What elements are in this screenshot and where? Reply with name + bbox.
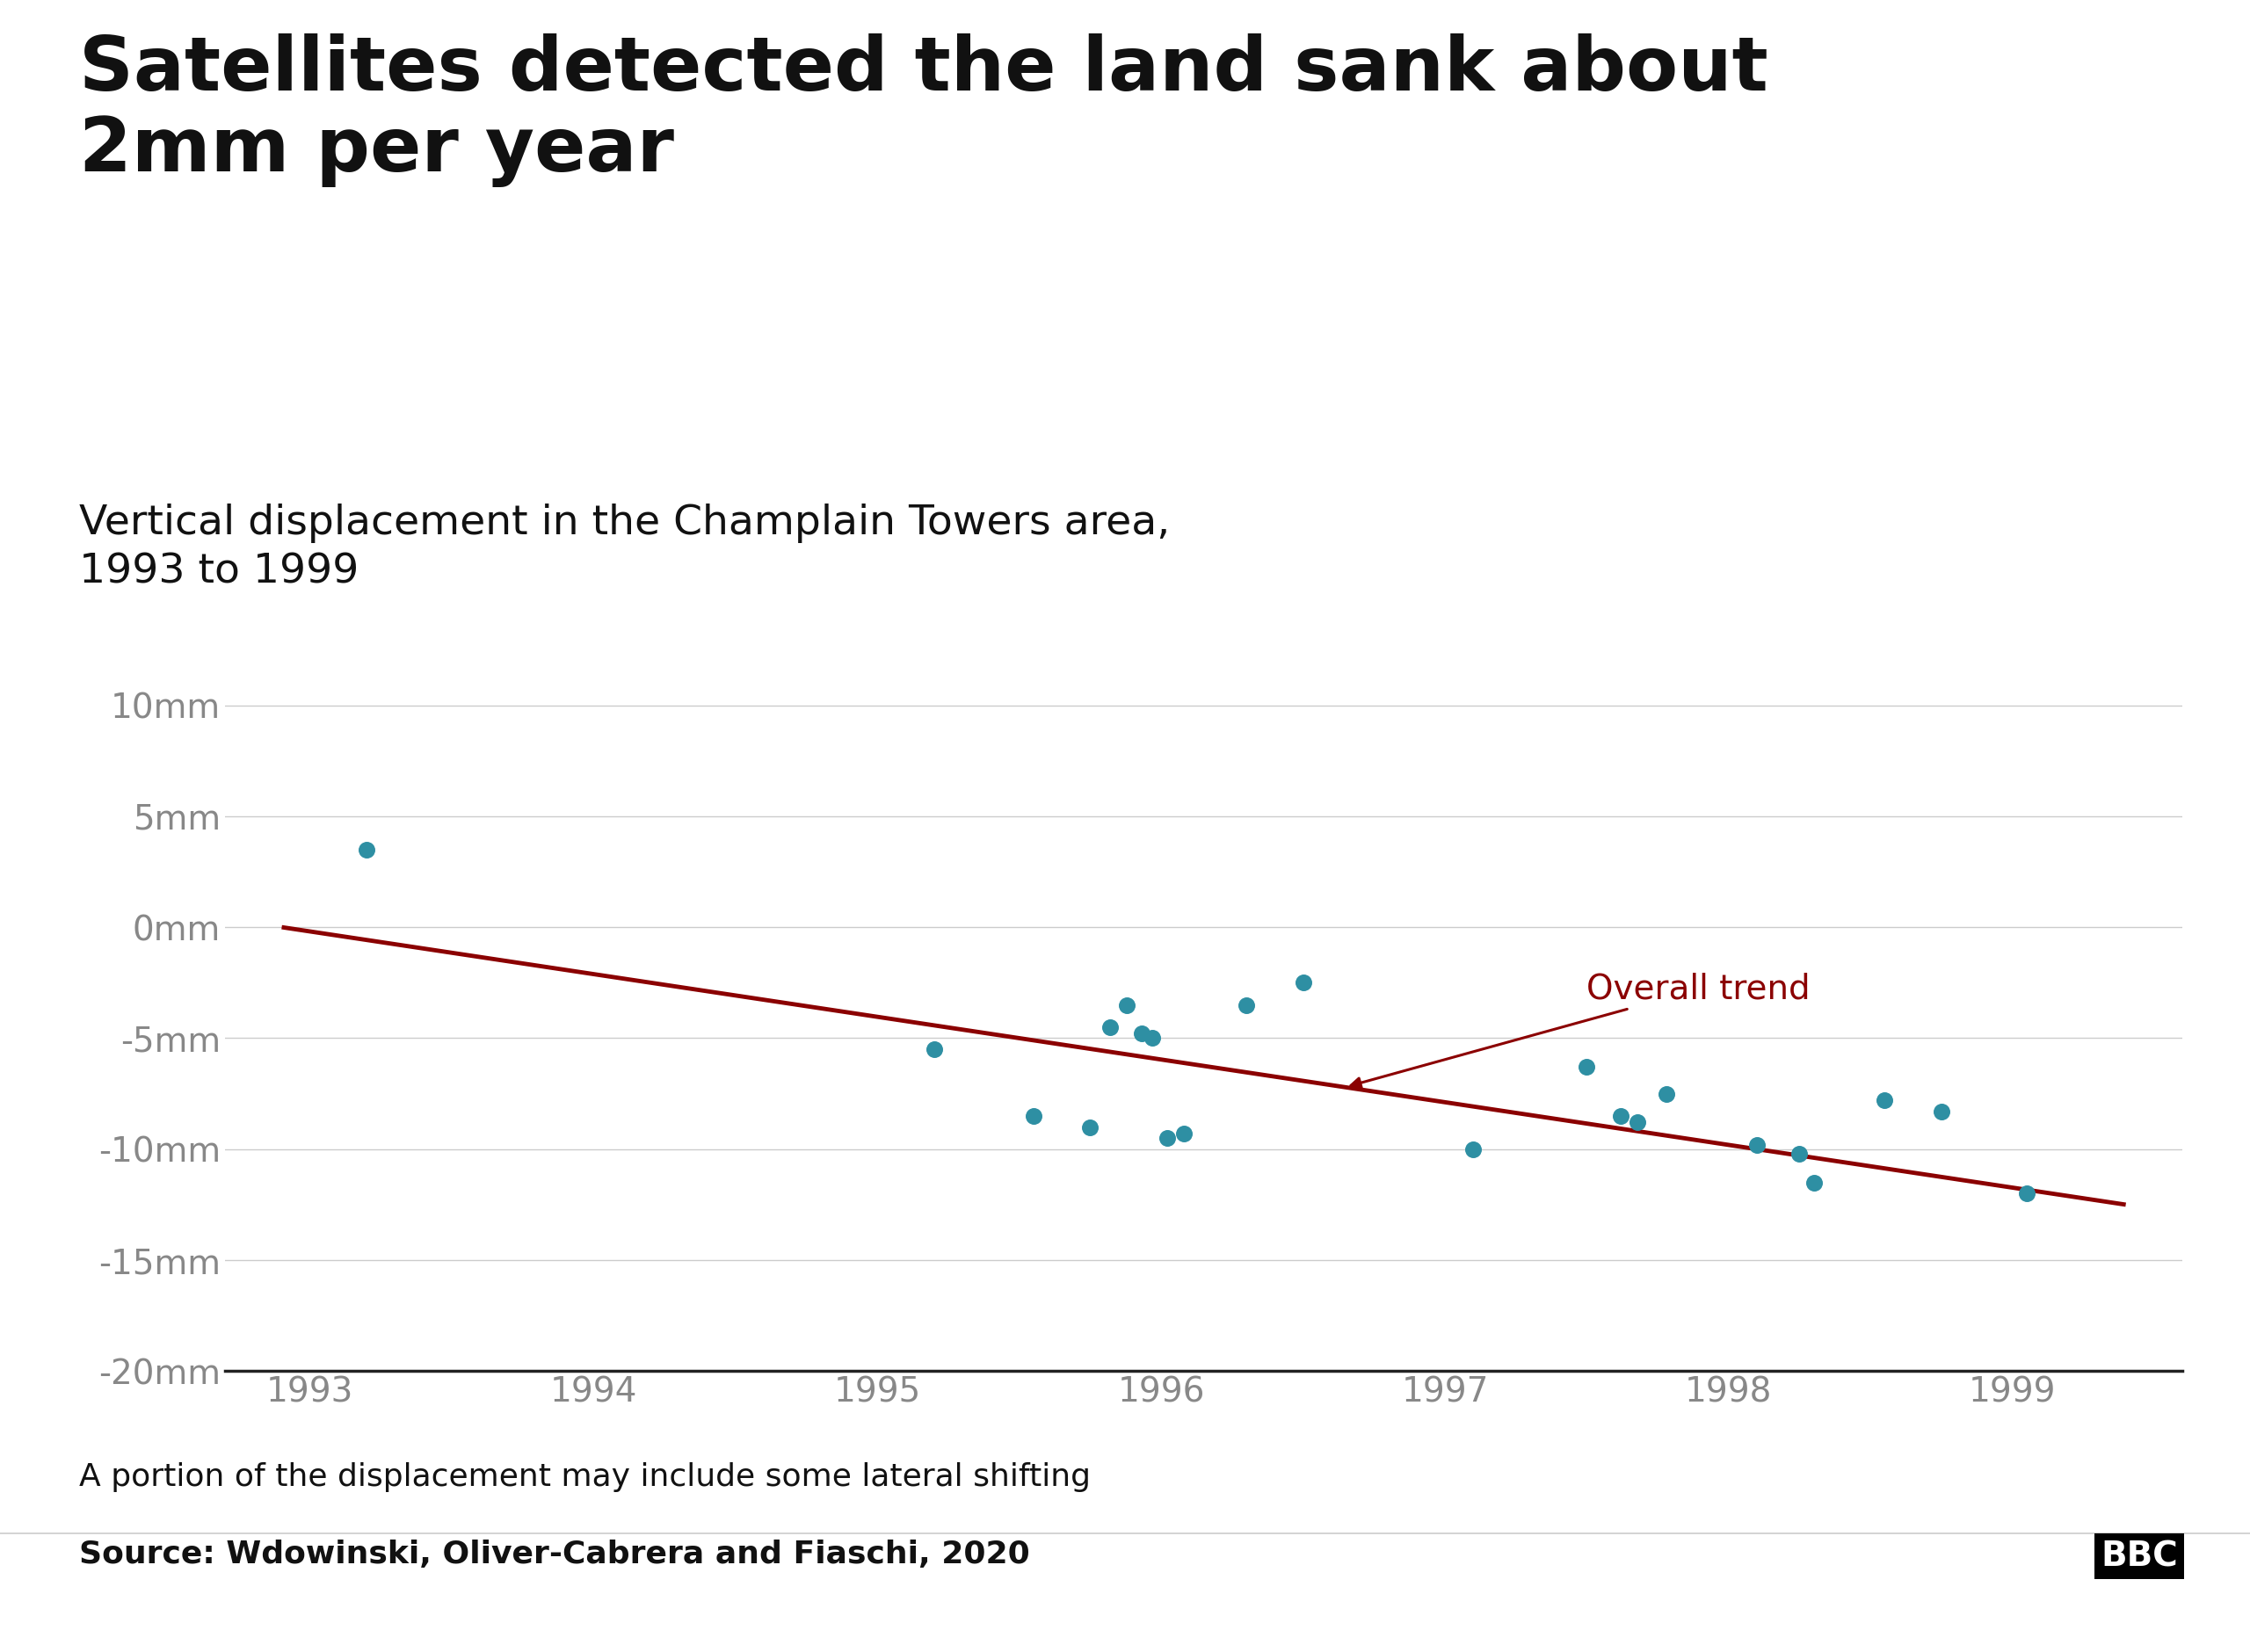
Point <box>1229 991 1265 1018</box>
Text: Vertical displacement in the Champlain Towers area,
1993 to 1999: Vertical displacement in the Champlain T… <box>79 504 1170 591</box>
Text: Overall trend: Overall trend <box>1350 973 1811 1087</box>
Point <box>1782 1140 1818 1166</box>
Point <box>1568 1054 1604 1080</box>
Point <box>1091 1014 1127 1041</box>
Point <box>1456 1137 1492 1163</box>
Point <box>1620 1110 1656 1137</box>
Point <box>1285 970 1321 996</box>
Point <box>1867 1087 1903 1113</box>
Point <box>349 836 385 862</box>
Point <box>1166 1120 1202 1146</box>
Point <box>1073 1113 1109 1140</box>
Point <box>1150 1125 1186 1151</box>
Point <box>1924 1099 1960 1125</box>
Point <box>1134 1024 1170 1051</box>
Point <box>1649 1080 1685 1107</box>
Point <box>1109 991 1145 1018</box>
Point <box>1739 1132 1775 1158</box>
Point <box>2009 1180 2045 1206</box>
Text: BBC: BBC <box>2102 1540 2178 1573</box>
Text: Source: Wdowinski, Oliver-Cabrera and Fiaschi, 2020: Source: Wdowinski, Oliver-Cabrera and Fi… <box>79 1540 1030 1569</box>
Point <box>1796 1170 1831 1196</box>
Point <box>1123 1021 1159 1047</box>
Point <box>916 1036 952 1062</box>
Text: Satellites detected the land sank about
2mm per year: Satellites detected the land sank about … <box>79 33 1768 187</box>
Point <box>1602 1102 1638 1128</box>
Text: A portion of the displacement may include some lateral shifting: A portion of the displacement may includ… <box>79 1462 1091 1492</box>
Point <box>1015 1102 1051 1128</box>
